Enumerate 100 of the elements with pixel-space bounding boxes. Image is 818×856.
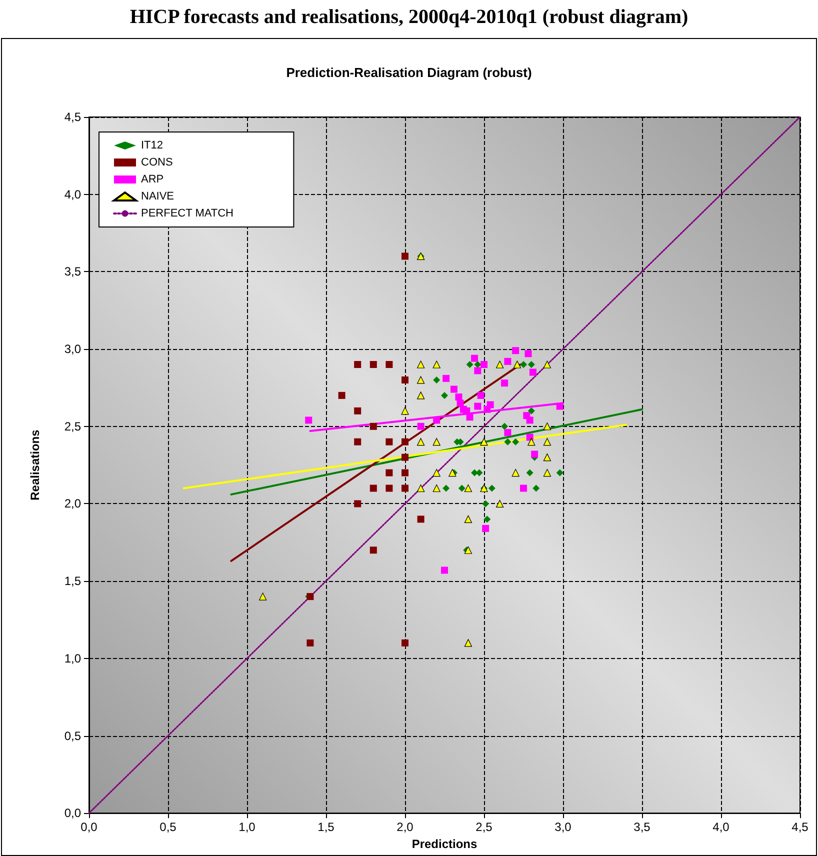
point <box>477 392 484 399</box>
point <box>442 484 450 492</box>
point <box>480 361 488 368</box>
point <box>441 566 448 574</box>
point <box>417 376 425 384</box>
point <box>556 469 564 476</box>
point <box>432 360 440 368</box>
y-tick-label: 2,0 <box>64 496 82 511</box>
point <box>466 414 474 421</box>
point <box>417 360 425 368</box>
point <box>370 546 377 554</box>
y-tick-label: 0,0 <box>64 806 82 820</box>
point <box>464 484 472 492</box>
point <box>338 392 346 399</box>
point <box>529 368 536 376</box>
point <box>402 438 408 446</box>
point <box>417 516 424 523</box>
y-tick-label: 1,5 <box>64 574 82 588</box>
chart-subtitle: Prediction-Realisation Diagram (robust) <box>286 65 532 80</box>
point <box>526 434 534 441</box>
legend-label: ARP <box>141 174 164 186</box>
legend-label: IT12 <box>141 140 164 152</box>
point <box>402 454 408 461</box>
point <box>456 400 464 407</box>
point <box>354 500 362 508</box>
x-tick-label: 1,5 <box>318 820 335 834</box>
point <box>464 639 472 647</box>
x-tick-label: 2,0 <box>396 820 414 834</box>
x-tick-label: 0,0 <box>80 820 98 834</box>
point <box>463 407 470 414</box>
x-tick-label: 4,0 <box>712 820 730 834</box>
point <box>402 252 408 260</box>
point <box>543 468 551 477</box>
point <box>476 469 483 476</box>
point <box>432 438 440 446</box>
point <box>432 484 440 492</box>
x-axis-title: Predictions <box>412 837 478 851</box>
point <box>464 515 472 523</box>
point <box>442 374 450 382</box>
point <box>417 438 425 446</box>
point <box>354 407 362 414</box>
point <box>370 361 377 368</box>
point <box>496 360 504 368</box>
x-tick-label: 1,0 <box>238 820 256 834</box>
point <box>402 484 408 492</box>
point <box>513 360 521 368</box>
x-tick-label: 2,5 <box>476 820 493 834</box>
legend-label: NAIVE <box>141 190 174 202</box>
point <box>386 484 393 492</box>
y-tick-label: 0,5 <box>64 728 82 743</box>
point <box>466 361 474 368</box>
legend-label: CONS <box>141 156 173 168</box>
point <box>306 639 314 646</box>
point <box>504 429 512 436</box>
point <box>556 402 564 410</box>
point <box>402 639 408 646</box>
point <box>526 469 534 476</box>
point <box>482 524 490 532</box>
point <box>482 500 490 508</box>
x-tick-label: 0,5 <box>160 820 177 834</box>
point <box>488 484 496 492</box>
point <box>305 416 312 424</box>
point <box>433 416 440 424</box>
y-tick-label: 4,5 <box>64 110 82 124</box>
point <box>417 484 425 492</box>
chart-title: HICP forecasts and realisations, 2000q4-2010q1 (robust diagram) <box>128 6 690 29</box>
point <box>532 484 540 492</box>
point <box>501 422 508 430</box>
point <box>543 438 551 446</box>
point <box>386 469 393 476</box>
point <box>402 469 408 476</box>
point <box>526 416 534 424</box>
point <box>520 484 527 492</box>
point <box>450 386 458 393</box>
point <box>458 484 466 492</box>
point <box>543 454 551 462</box>
point <box>496 500 504 508</box>
point <box>433 376 440 384</box>
point <box>531 450 538 458</box>
point <box>386 361 393 368</box>
y-tick-label: 1,0 <box>64 651 82 666</box>
point <box>417 422 424 430</box>
point <box>528 361 535 368</box>
point <box>474 367 482 374</box>
point <box>386 438 393 446</box>
point <box>543 422 551 430</box>
point <box>501 380 508 387</box>
point <box>354 438 362 446</box>
point <box>402 376 408 384</box>
point <box>524 350 532 358</box>
point <box>474 361 482 368</box>
point <box>504 438 512 446</box>
point <box>480 438 488 446</box>
point <box>512 438 520 446</box>
point <box>471 354 478 362</box>
point <box>370 484 377 492</box>
point <box>504 358 512 365</box>
point <box>354 361 362 368</box>
point <box>441 392 448 399</box>
y-axis-title: Realisations <box>28 429 42 500</box>
